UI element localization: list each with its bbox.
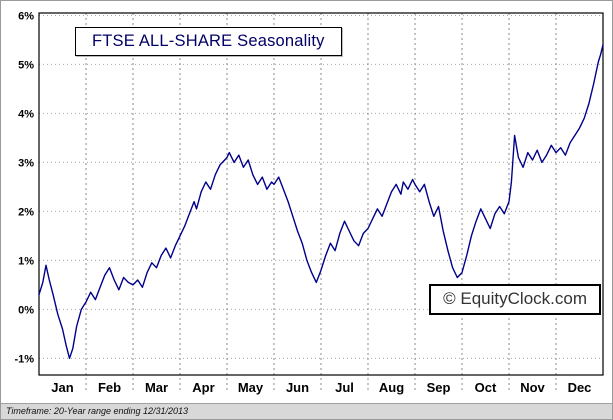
x-tick-label: Mar	[145, 380, 168, 395]
chart-plot-area: 6% 5% 4% 3% 2% 1% 0% -1% Jan Feb Mar Apr May Jun Jul Au…	[14, 10, 604, 395]
chart-title: FTSE ALL-SHARE Seasonality	[92, 32, 325, 50]
y-tick-label: -1%	[14, 353, 34, 365]
watermark-box: © EquityClock.com	[429, 284, 601, 315]
x-tick-label: Jan	[51, 380, 73, 395]
timeframe-note: Timeframe: 20-Year range ending 12/31/20…	[6, 406, 189, 416]
x-tick-label: Dec	[568, 380, 592, 395]
x-tick-label: Jul	[335, 380, 354, 395]
y-tick-label: 5%	[18, 59, 34, 71]
y-tick-label: 6%	[18, 10, 34, 22]
watermark-text: © EquityClock.com	[443, 289, 587, 308]
x-tick-label: May	[238, 380, 264, 395]
x-tick-label: Feb	[98, 380, 121, 395]
plot-border	[38, 12, 604, 376]
x-tick-label: Aug	[379, 380, 404, 395]
y-tick-label: 0%	[18, 304, 34, 316]
x-tick-label: Sep	[427, 380, 451, 395]
x-tick-label: Oct	[475, 380, 497, 395]
y-tick-label: 2%	[18, 206, 34, 218]
seasonality-line	[38, 44, 604, 359]
x-tick-label: Jun	[286, 380, 309, 395]
y-tick-label: 3%	[18, 157, 34, 169]
y-tick-label: 4%	[18, 108, 34, 120]
x-tick-label: Nov	[520, 380, 545, 395]
chart-title-box: FTSE ALL-SHARE Seasonality	[75, 27, 342, 56]
y-tick-label: 1%	[18, 255, 34, 267]
chart-footer: Timeframe: 20-Year range ending 12/31/20…	[1, 403, 612, 419]
x-tick-label: Apr	[192, 380, 214, 395]
